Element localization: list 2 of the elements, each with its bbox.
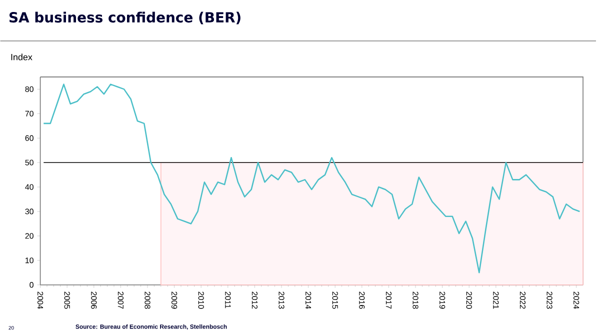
y-axis-title: Index bbox=[11, 54, 32, 60]
chart-title: SA business confidence (BER) bbox=[10, 12, 240, 24]
